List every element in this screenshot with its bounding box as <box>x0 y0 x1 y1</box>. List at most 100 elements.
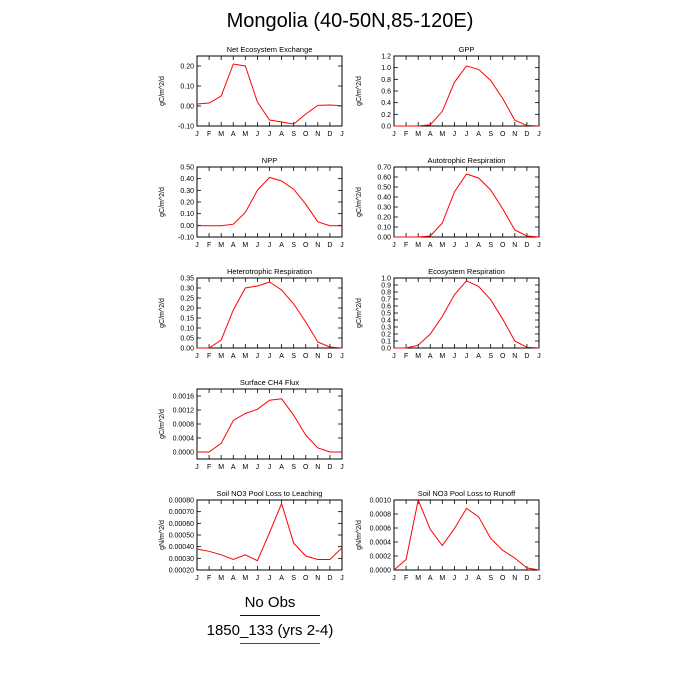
x-tick-label: A <box>428 131 433 138</box>
x-tick-label: N <box>512 242 517 249</box>
x-tick-label: D <box>327 353 332 360</box>
x-tick-label: J <box>195 131 199 138</box>
y-tick-label: 0.30 <box>377 205 391 212</box>
y-axis-label: gN/m^2/d <box>159 520 166 550</box>
x-tick-label: J <box>537 131 541 138</box>
x-tick-label: D <box>524 242 529 249</box>
y-tick-label: 0.00 <box>180 223 194 230</box>
y-tick-label: 0.20 <box>180 306 194 313</box>
x-tick-label: F <box>207 353 211 360</box>
panel-9: Soil NO3 Pool Loss to Runoff gN/m^2/d 0.00… <box>356 489 541 582</box>
series-line <box>394 65 540 127</box>
x-tick-label: J <box>453 353 457 360</box>
y-tick-label: 0.0012 <box>173 408 195 415</box>
x-tick-label: J <box>268 464 272 471</box>
x-tick-label: D <box>327 131 332 138</box>
x-tick-label: J <box>195 353 199 360</box>
x-tick-label: J <box>465 242 469 249</box>
y-tick-label: 0.00 <box>180 104 194 111</box>
x-tick-label: J <box>340 464 344 471</box>
series-line <box>197 398 342 453</box>
x-tick-label: J <box>465 131 469 138</box>
panel-title: NPP <box>262 156 277 165</box>
y-tick-label: 0.10 <box>180 326 194 333</box>
y-tick-label: 0.8 <box>381 77 391 84</box>
x-tick-label: A <box>279 575 284 582</box>
x-tick-label: M <box>242 353 248 360</box>
y-tick-label: 0.0010 <box>370 498 392 505</box>
x-tick-label: J <box>268 575 272 582</box>
x-tick-label: S <box>488 575 493 582</box>
x-tick-label: J <box>268 131 272 138</box>
x-tick-label: A <box>476 353 481 360</box>
x-tick-label: J <box>195 242 199 249</box>
x-tick-label: D <box>524 353 529 360</box>
y-tick-label: 0.0 <box>381 346 391 353</box>
x-tick-label: S <box>291 575 296 582</box>
x-tick-label: J <box>340 242 344 249</box>
x-tick-label: M <box>218 131 224 138</box>
x-tick-label: N <box>315 353 320 360</box>
x-tick-label: J <box>195 575 199 582</box>
y-tick-label: 0.0006 <box>370 526 392 533</box>
x-tick-label: J <box>256 464 260 471</box>
x-tick-label: F <box>207 464 211 471</box>
x-tick-label: M <box>415 353 421 360</box>
panel-title: Heterotrophic Respiration <box>227 267 312 276</box>
y-tick-label: 0.20 <box>377 215 391 222</box>
x-tick-label: J <box>537 575 541 582</box>
x-tick-label: M <box>415 131 421 138</box>
y-tick-label: 0.70 <box>377 165 391 172</box>
x-tick-label: M <box>415 575 421 582</box>
y-tick-label: 0.0008 <box>173 422 195 429</box>
y-tick-label: 0.00 <box>180 346 194 353</box>
y-tick-label: 0.00080 <box>169 498 194 505</box>
y-tick-label: 0.50 <box>180 165 194 172</box>
y-tick-label: 0.00060 <box>169 521 194 528</box>
x-tick-label: D <box>327 464 332 471</box>
y-tick-label: 0.5 <box>381 311 391 318</box>
x-tick-label: S <box>291 464 296 471</box>
panel-0: Net Ecosystem Exchange gC/m^2/d -0.10 0.00 0… <box>159 45 344 138</box>
x-tick-label: A <box>231 464 236 471</box>
y-tick-label: 0.35 <box>180 276 194 283</box>
y-tick-label: 0.15 <box>180 316 194 323</box>
y-tick-label: 0.0004 <box>370 540 392 547</box>
x-tick-label: N <box>315 464 320 471</box>
x-tick-label: O <box>303 242 309 249</box>
x-tick-label: A <box>476 242 481 249</box>
y-tick-label: 0.00030 <box>169 556 194 563</box>
x-tick-label: M <box>218 464 224 471</box>
x-tick-label: D <box>524 131 529 138</box>
x-tick-label: J <box>268 353 272 360</box>
x-tick-label: F <box>404 575 408 582</box>
y-tick-label: 0.6 <box>381 89 391 96</box>
x-tick-label: A <box>279 353 284 360</box>
x-tick-label: A <box>476 131 481 138</box>
y-tick-label: 0.00020 <box>169 568 194 575</box>
x-tick-label: S <box>291 353 296 360</box>
panel-title: GPP <box>459 45 475 54</box>
y-axis-label: gN/m^2/d <box>356 520 363 550</box>
x-tick-label: O <box>500 353 506 360</box>
x-tick-label: F <box>404 131 408 138</box>
x-tick-label: F <box>207 575 211 582</box>
y-tick-label: 0.10 <box>180 211 194 218</box>
x-tick-label: M <box>242 464 248 471</box>
y-axis-label: gC/m^2/d <box>356 76 363 106</box>
y-tick-label: 0.00040 <box>169 544 194 551</box>
x-tick-label: A <box>428 575 433 582</box>
x-tick-label: M <box>415 242 421 249</box>
x-tick-label: M <box>218 353 224 360</box>
x-tick-label: O <box>500 131 506 138</box>
x-tick-label: J <box>340 575 344 582</box>
x-tick-label: M <box>242 242 248 249</box>
x-tick-label: J <box>268 242 272 249</box>
x-tick-label: O <box>303 353 309 360</box>
x-tick-label: S <box>291 131 296 138</box>
x-tick-label: M <box>218 242 224 249</box>
y-tick-label: -0.10 <box>178 124 194 131</box>
panel-title: Soil NO3 Pool Loss to Leaching <box>217 489 323 498</box>
panel-5: Ecosystem RespirationgC/m^2/d0.00.10.20.… <box>356 267 541 360</box>
